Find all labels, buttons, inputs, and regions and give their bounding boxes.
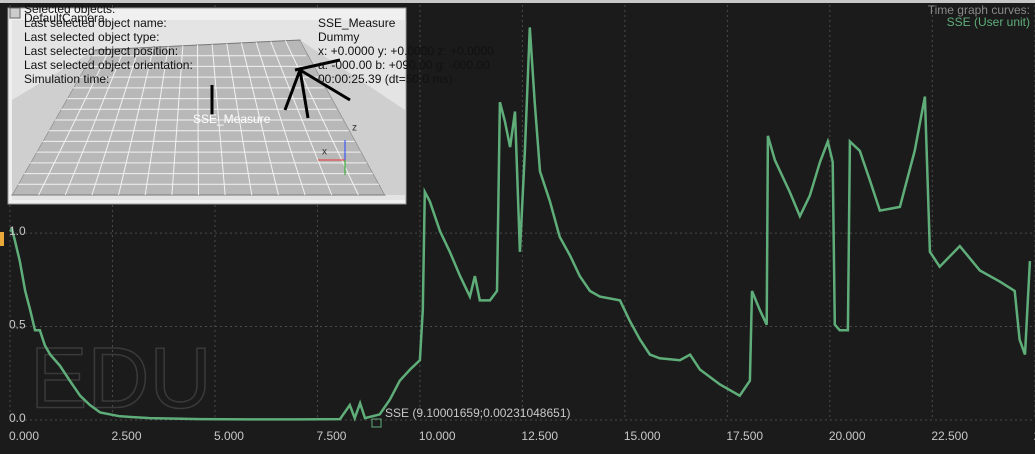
x-tick-label: 10.000 bbox=[419, 429, 456, 443]
object bbox=[210, 58, 351, 119]
legend-title: Time graph curves: bbox=[928, 3, 1030, 17]
axis-label: x bbox=[322, 147, 327, 158]
tile-line bbox=[144, 46, 169, 196]
floor-tiles bbox=[17, 40, 379, 196]
x-tick-label: 20.000 bbox=[829, 429, 866, 443]
info-value: a: -000.00 b: +090.00 g: -000.00 bbox=[318, 58, 490, 72]
legend-entry: SSE (User unit) bbox=[947, 15, 1030, 29]
info-value: x: +0.0000 y: +0.0000 z: +0.0000 bbox=[318, 44, 494, 58]
cursor-marker bbox=[371, 418, 382, 428]
axis-label: z bbox=[352, 123, 357, 134]
scene-view: z x SSE_Measure Selected objects: Defaul… bbox=[7, 2, 494, 205]
info-value: SSE_Measure bbox=[318, 16, 396, 30]
x-tick-label: 15.000 bbox=[624, 429, 661, 443]
watermark: EDU bbox=[30, 331, 212, 427]
info-panel: Last selected object name: SSE_Measure Las… bbox=[24, 16, 494, 86]
tile-line bbox=[255, 41, 306, 196]
tile-line bbox=[270, 41, 333, 196]
x-tick-label: 5.000 bbox=[214, 429, 244, 443]
y-tick-label: 1.0 bbox=[9, 224, 26, 238]
wall-right bbox=[300, 40, 405, 195]
tile-line bbox=[91, 47, 140, 196]
curve bbox=[9, 27, 1032, 422]
info-label: Simulation time: bbox=[24, 72, 109, 86]
tile-line bbox=[64, 48, 125, 196]
info-label: Last selected object orientation: bbox=[24, 58, 193, 72]
info-label: Last selected object name: bbox=[24, 16, 167, 30]
x-tick-label: 25 bbox=[1034, 429, 1035, 443]
y-tick-label: 0.5 bbox=[9, 318, 26, 332]
info-label: Last selected object position: bbox=[24, 44, 178, 58]
tile-line bbox=[240, 42, 279, 196]
annotation: SSE (9.10001659;0.00231048651) bbox=[385, 406, 571, 420]
x-tick-label: 0.000 bbox=[9, 429, 39, 443]
camera-name: DefaultCamera bbox=[24, 11, 105, 25]
x-tick-label: 22.500 bbox=[931, 429, 968, 443]
tile-line bbox=[38, 49, 111, 196]
x-tick-label: 7.500 bbox=[316, 429, 346, 443]
x-tick-label: 12.500 bbox=[521, 429, 558, 443]
x-tick-label: 2.500 bbox=[111, 429, 141, 443]
side-marker bbox=[0, 232, 4, 246]
info-value: 00:00:25.39 (dt=50.0 ms) bbox=[318, 72, 452, 86]
info-value: Dummy bbox=[318, 30, 359, 44]
wall-left bbox=[12, 50, 95, 195]
info-label: Last selected object type: bbox=[24, 30, 159, 44]
top-border bbox=[0, 0, 1035, 3]
tile-line bbox=[118, 47, 155, 196]
collapse-button[interactable] bbox=[9, 7, 21, 19]
x-tick-label: 17.500 bbox=[726, 429, 763, 443]
tile-line bbox=[226, 43, 253, 196]
header: Selected objects: bbox=[24, 2, 115, 16]
object-label: SSE_Measure bbox=[193, 112, 271, 126]
y-tick-label: 0.0 bbox=[9, 411, 26, 425]
